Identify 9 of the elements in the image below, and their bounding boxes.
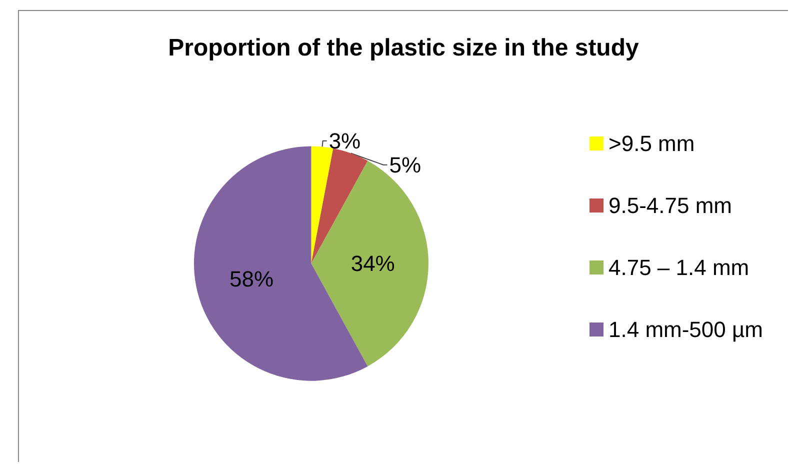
legend-label: 4.75 – 1.4 mm [608,255,750,280]
legend-label: >9.5 mm [608,131,695,156]
legend-label: 9.5-4.75 mm [608,193,732,218]
data-label: 3% [328,128,361,154]
legend-label: 1.4 mm-500 µm [608,317,764,342]
data-label: 34% [350,251,395,276]
chart-title: Proportion of the plastic size in the study [168,34,640,62]
data-label: 58% [230,266,274,292]
data-label: 5% [389,152,422,178]
